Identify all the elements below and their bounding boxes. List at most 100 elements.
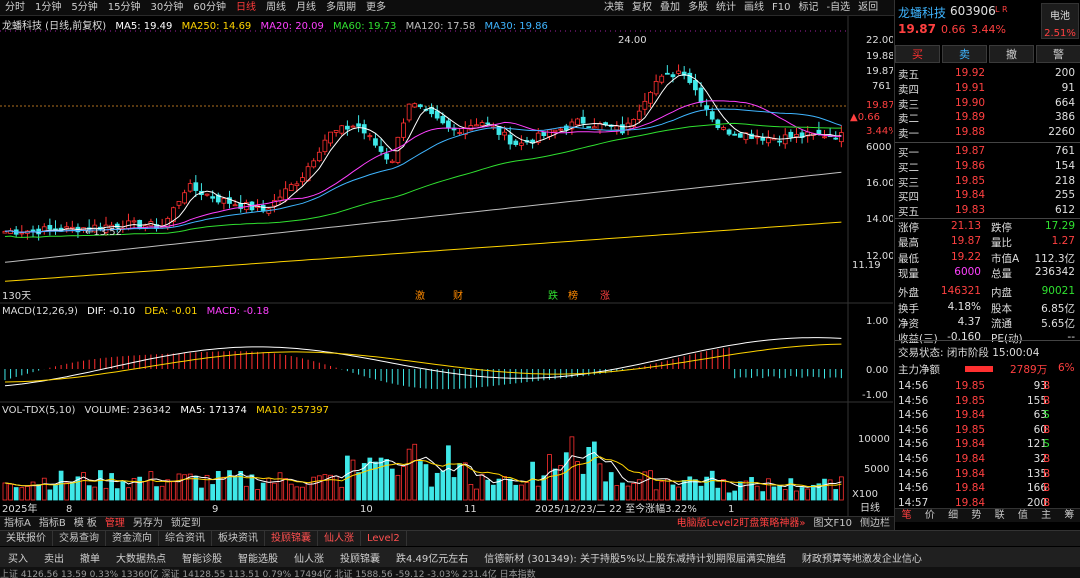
period-0[interactable]: 分时 [5,1,25,13]
candle-body [215,194,221,203]
candle-body [479,122,485,126]
vol-axis-label: 5000 [864,464,889,475]
ma250-line [4,221,842,282]
menu-7[interactable]: Level2 [361,531,407,546]
candle-body [721,127,726,130]
sector-change: 2.51% [1044,28,1076,39]
tool-2[interactable]: 叠加 [660,2,680,13]
panel-tab-7[interactable]: 筹 [1064,510,1075,521]
panel-tab-3[interactable]: 势 [971,510,982,521]
tool-6[interactable]: F10 [772,2,791,13]
tool-4[interactable]: 统计 [716,2,736,13]
sell-row[interactable]: 卖四 19.91 91 [895,82,1080,97]
ma20-line [4,100,842,233]
candle-body [170,207,176,223]
kline-chart[interactable]: 龙蟠科技 (日线,前复权) MA5: 19.49 MA250: 14.69 MA… [0,16,893,516]
action-7[interactable]: 投顾锦囊 [340,553,380,565]
volume-bar [715,487,721,501]
panel-tab-4[interactable]: 联 [994,510,1005,521]
macd-axis-label: 1.00 [866,316,888,327]
candle-body [417,104,423,108]
ma-legend: 龙蟠科技 (日线,前复权) MA5: 19.49 MA250: 14.69 MA… [2,17,554,32]
tool-5[interactable]: 画线 [744,2,764,13]
volume-bar [159,485,165,501]
period-8[interactable]: 月线 [295,1,316,13]
indicator-tab-1[interactable]: 指标B [38,518,66,529]
stat-key: 换手 [898,302,919,315]
buy-row[interactable]: 买一 19.87 761 [895,145,1080,160]
sell-row[interactable]: 卖五 19.92 200 [895,67,1080,82]
sell-row[interactable]: 卖一 19.88 2260 [895,126,1080,141]
event-tag[interactable]: 榜 [568,289,578,302]
period-4[interactable]: 30分钟 [150,1,184,13]
period-6[interactable]: 日线 [235,1,256,13]
buy-row[interactable]: 买四 19.84 255 [895,189,1080,204]
tick-price: 19.85 [955,394,986,407]
action-3[interactable]: 大数据热点 [116,553,166,565]
tool-9[interactable]: 返回 [858,2,879,13]
menu-2[interactable]: 资金流向 [106,531,159,546]
book-volume: 91 [1061,81,1075,94]
menu-5[interactable]: 投顾锦囊 [265,531,318,546]
buy-row[interactable]: 买五 19.83 612 [895,204,1080,219]
tab-right-2[interactable]: 侧边栏 [860,518,890,529]
menu-4[interactable]: 板块资讯 [212,531,265,546]
panel-button-0[interactable]: 买 [895,45,940,63]
volume-bar [794,490,799,501]
panel-tab-2[interactable]: 细 [948,510,959,521]
candle-body [822,136,827,139]
candle-body [535,132,541,143]
panel-button-2[interactable]: 撤 [989,45,1034,63]
indicator-tab-0[interactable]: 指标A [4,518,31,529]
tick-side: B [1043,467,1051,480]
panel-tab-6[interactable]: 主 [1041,510,1052,521]
tool-8[interactable]: -自选 [826,2,851,13]
indicator-tab-5[interactable]: 锁定到 [170,518,201,529]
action-5[interactable]: 智能选股 [238,553,278,565]
period-9[interactable]: 多周期 [325,1,356,13]
action-6[interactable]: 仙人涨 [294,553,324,565]
period-7[interactable]: 周线 [265,1,286,13]
tool-3[interactable]: 多股 [688,2,708,13]
action-4[interactable]: 智能诊股 [182,553,222,565]
indicator-tab-3[interactable]: 管理 [104,518,125,529]
menu-1[interactable]: 交易查询 [53,531,106,546]
event-tag[interactable]: 涨 [600,290,610,302]
sell-row[interactable]: 卖三 19.90 664 [895,97,1080,112]
stat-value: 1.27 [1051,235,1075,248]
period-2[interactable]: 5分钟 [71,1,98,13]
indicator-tab-4[interactable]: 另存为 [132,518,163,529]
period-1[interactable]: 1分钟 [35,1,62,13]
period-10[interactable]: 更多 [365,1,386,13]
tick-time: 14:56 [898,423,929,436]
panel-tab-0[interactable]: 笔 [901,510,912,521]
tab-right-0[interactable]: 电脑版Level2盯盘策略神器» [676,518,806,529]
panel-tab-1[interactable]: 价 [924,510,935,521]
panel-button-1[interactable]: 卖 [942,45,987,63]
stat-row: 最低 19.22 市值A 112.3亿 [895,251,1080,266]
tool-1[interactable]: 复权 [632,2,652,13]
tool-0[interactable]: 决策 [604,2,624,13]
buy-row[interactable]: 买三 19.85 218 [895,175,1080,190]
panel-tab-5[interactable]: 值 [1017,510,1028,521]
menu-6[interactable]: 仙人涨 [318,531,361,546]
stat-key: 涨停 [898,222,919,234]
menu-3[interactable]: 综合资讯 [159,531,212,546]
action-1[interactable]: 卖出 [44,553,64,565]
menu-0[interactable]: 关联报价 [0,531,53,546]
action-0[interactable]: 买入 [8,553,28,565]
sector-box[interactable]: 电池 2.51% [1041,3,1079,39]
event-tag[interactable]: 财 [453,289,463,302]
indicator-tab-2[interactable]: 模 板 [73,518,97,529]
period-5[interactable]: 60分钟 [193,1,226,13]
tab-right-1[interactable]: 图文F10 [813,518,852,529]
panel-button-3[interactable]: 警 [1036,45,1080,63]
sell-row[interactable]: 卖二 19.89 386 [895,111,1080,126]
tool-7[interactable]: 标记 [798,2,819,13]
event-tag[interactable]: 跌 [548,289,558,302]
event-tag[interactable]: 激 [415,289,425,302]
buy-row[interactable]: 买二 19.86 154 [895,160,1080,175]
main-flow-label: 主力净额 [898,364,940,376]
action-2[interactable]: 撤单 [80,553,100,565]
period-3[interactable]: 15分钟 [107,1,141,13]
